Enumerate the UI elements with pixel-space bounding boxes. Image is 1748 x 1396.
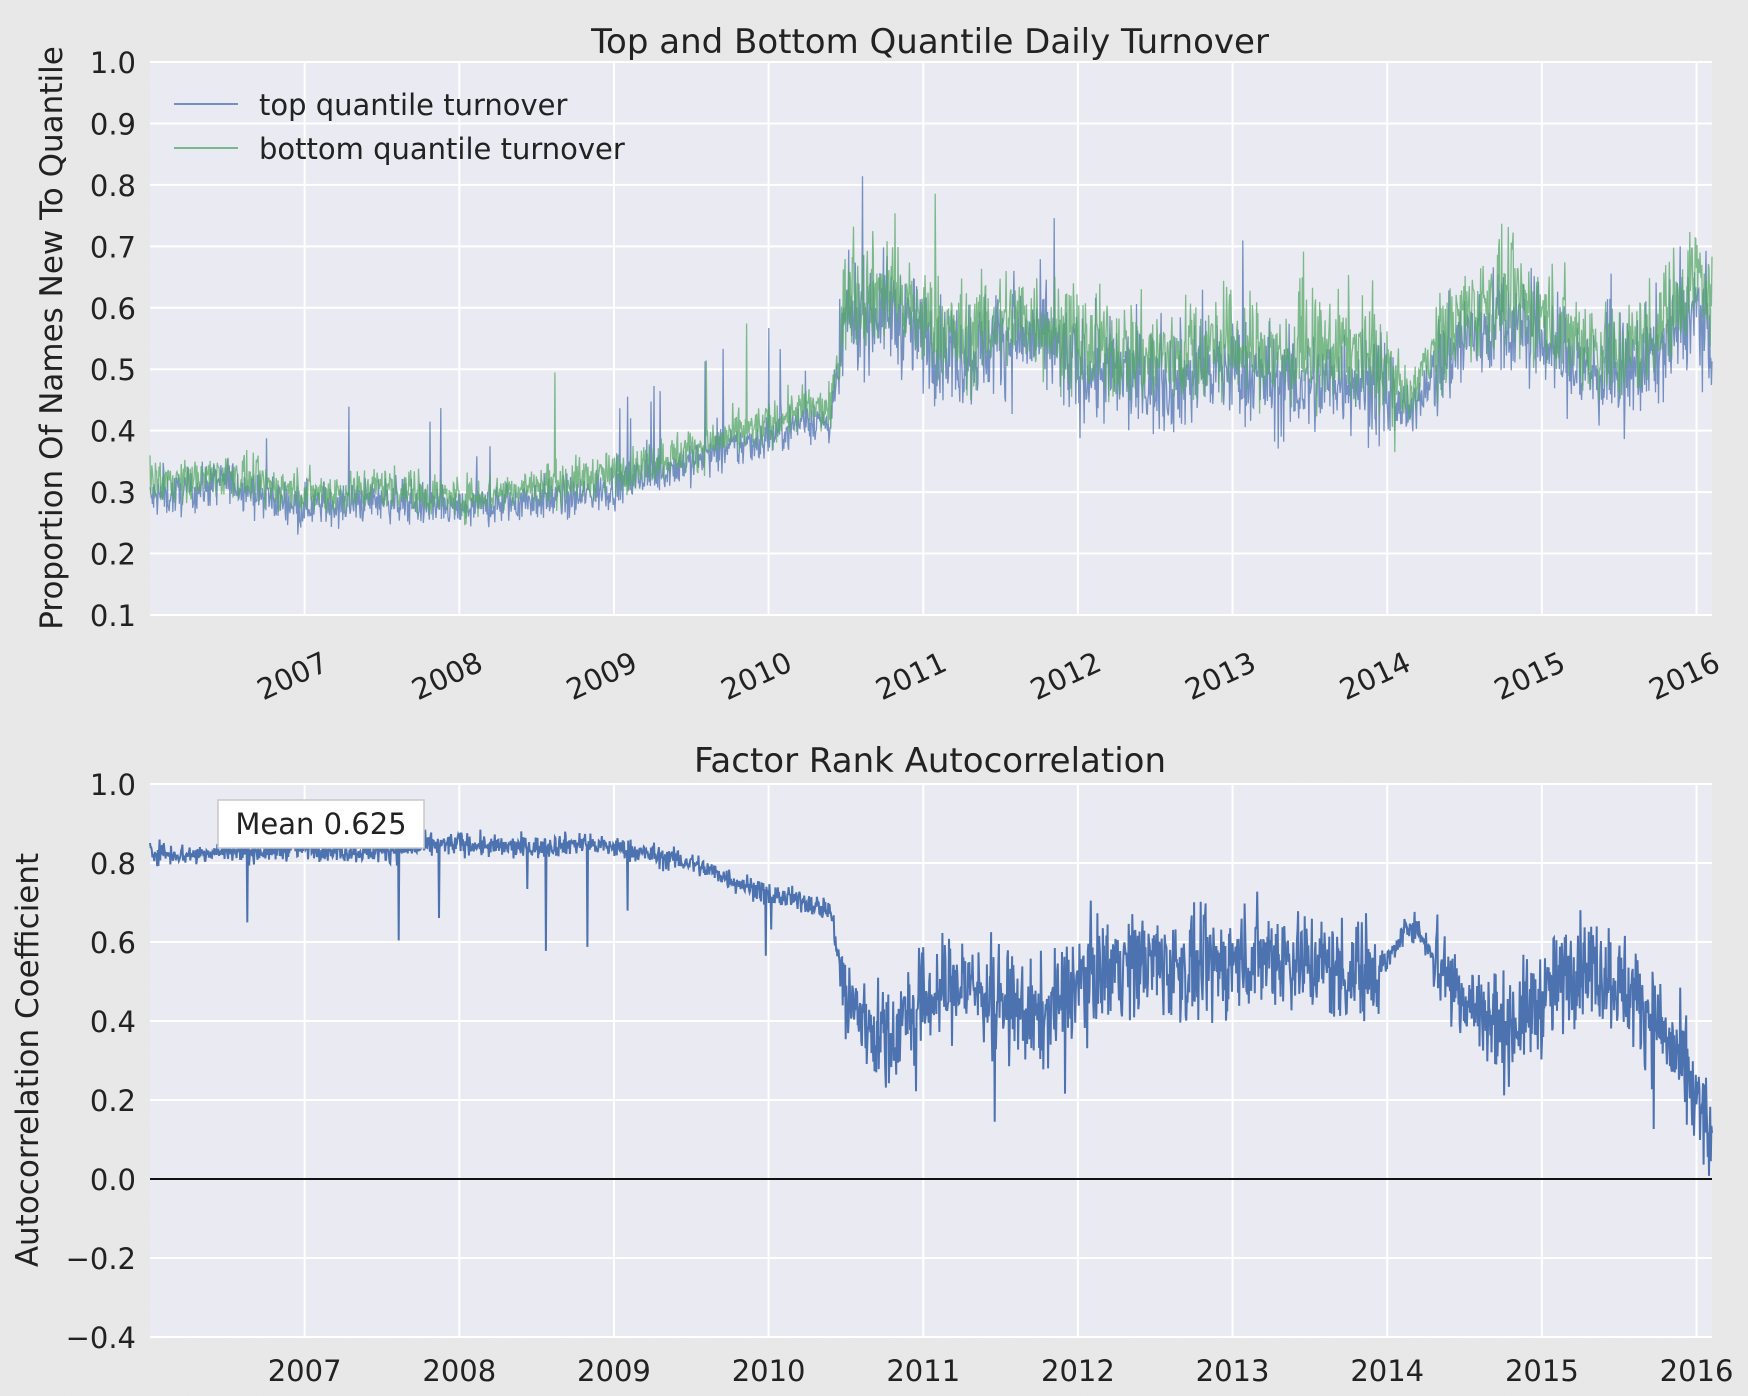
mean-annotation-box	[217, 799, 425, 849]
y-tick-label: 0.2	[90, 1084, 136, 1118]
mean-annotation: Mean 0.625	[217, 799, 425, 849]
autocorrelation-gridlines	[150, 783, 1712, 1338]
x-tick-label: 2011	[886, 1354, 960, 1388]
autocorrelation-y-ticks: −0.4 −0.2 0.0 0.2 0.4 0.6 0.8 1.0	[66, 768, 136, 1355]
autocorrelation-plot-area	[150, 784, 1712, 1337]
x-tick-label: 2014	[1350, 1354, 1424, 1388]
legend-label-bottom: bottom quantile turnover	[259, 132, 625, 166]
turnover-panel: Top and Bottom Quantile Daily Turnover P…	[34, 22, 1725, 707]
x-tick-label: 2010	[732, 1354, 806, 1388]
turnover-title: Top and Bottom Quantile Daily Turnover	[590, 22, 1269, 62]
series-line-2	[149, 193, 1713, 526]
x-tick-label: 2007	[268, 1354, 342, 1388]
y-tick-label: −0.4	[66, 1321, 136, 1355]
y-tick-label: 0.1	[90, 599, 136, 633]
autocorrelation-title: Factor Rank Autocorrelation	[694, 741, 1166, 781]
turnover-legend: top quantile turnover bottom quantile tu…	[174, 88, 625, 166]
y-tick-label: 1.0	[90, 46, 136, 80]
y-tick-label: 0.8	[90, 169, 136, 203]
autocorrelation-panel: Factor Rank Autocorrelation Autocorrelat…	[10, 741, 1733, 1388]
y-tick-label: 0.2	[90, 538, 136, 572]
turnover-lines	[149, 176, 1713, 535]
y-tick-label: 0.3	[90, 476, 136, 510]
y-tick-label: 0.0	[90, 1163, 136, 1197]
y-tick-label: 0.7	[90, 230, 136, 264]
turnover-y-ticks: 0.1 0.2 0.3 0.4 0.5 0.6 0.7 0.8 0.9 1.0	[90, 46, 136, 633]
y-tick-label: 0.4	[90, 415, 136, 449]
y-tick-label: 1.0	[90, 768, 136, 802]
y-tick-label: 0.6	[90, 292, 136, 326]
autocorrelation-y-label: Autocorrelation Coefficient	[10, 853, 46, 1267]
legend-label-top: top quantile turnover	[259, 88, 568, 122]
autocorrelation-x-ticks: 2007 2008 2009 2010 2011 2012 2013 2014 2015 2016	[268, 1354, 1734, 1388]
mean-annotation-text: Mean 0.625	[235, 807, 406, 841]
x-tick-label: 2009	[577, 1354, 651, 1388]
x-tick-label: 2012	[1041, 1354, 1115, 1388]
y-tick-label: 0.4	[90, 1005, 136, 1039]
y-tick-label: 0.9	[90, 107, 136, 141]
y-tick-label: 0.8	[90, 847, 136, 881]
x-tick-label: 2016	[1660, 1354, 1734, 1388]
x-tick-label: 2013	[1196, 1354, 1270, 1388]
turnover-y-label: Proportion Of Names New To Quantile	[34, 46, 70, 630]
x-tick-label: 2015	[1505, 1354, 1579, 1388]
y-tick-label: 0.6	[90, 926, 136, 960]
y-tick-label: 0.5	[90, 353, 136, 387]
y-tick-label: −0.2	[66, 1242, 136, 1276]
x-tick-label: 2008	[422, 1354, 496, 1388]
